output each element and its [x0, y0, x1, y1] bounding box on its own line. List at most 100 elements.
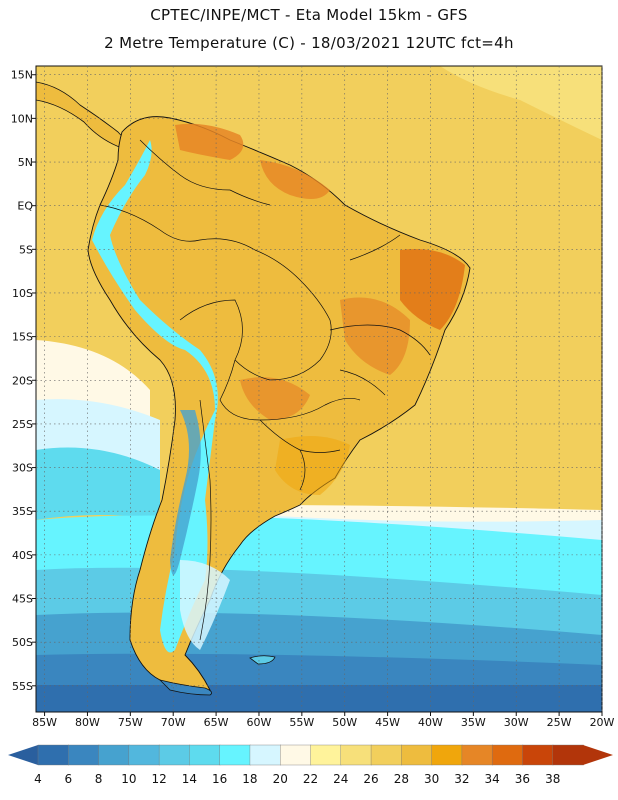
colorbar-low-arrow: [8, 745, 38, 765]
colorbar-label: 26: [363, 772, 378, 786]
colorbar-label: 24: [333, 772, 348, 786]
colorbar-label: 8: [95, 772, 103, 786]
colorbar-segment: [158, 744, 191, 766]
border-brazil-states-central: [329, 324, 431, 356]
border-bolivia-brazil: [234, 249, 332, 381]
lon-tick-label: 70W: [161, 716, 186, 729]
colorbar-segment: [522, 744, 554, 766]
colorbar-segment: [340, 744, 372, 766]
colorbar-label: 16: [212, 772, 227, 786]
lon-tick-label: 40W: [418, 716, 443, 729]
colorbar-segment: [491, 744, 524, 766]
border-peru-bolivia: [179, 299, 243, 361]
lon-tick-label: 20W: [590, 716, 615, 729]
lon-tick-label: 25W: [547, 716, 572, 729]
colorbar-segments: [37, 744, 584, 766]
central-brazil-hot-region: [340, 297, 410, 375]
lon-tick-label: 50W: [332, 716, 357, 729]
colorbar-segment: [401, 744, 433, 766]
tierra-del-fuego: [158, 679, 213, 696]
colorbar-label: 18: [242, 772, 257, 786]
southern-ocean-band-5: [36, 685, 602, 712]
border-brazil-states-north: [349, 234, 401, 261]
lat-tick-label: 15S: [12, 331, 33, 344]
andes-coldest-core: [170, 410, 201, 575]
uruguay-warm-region: [275, 436, 350, 495]
lat-tick-label: 55S: [12, 680, 33, 693]
lon-tick-label: 65W: [204, 716, 229, 729]
colorbar-label: 28: [394, 772, 409, 786]
latitude-labels: 15N 10N 5N EQ 5S 10S 15S 20S 25S 30S 35S 40S 45S 50S 5…: [11, 69, 36, 693]
colorbar-segment: [370, 744, 403, 766]
country-borders: [99, 139, 431, 641]
colorbar-segment: [37, 744, 69, 766]
colorbar-label: 6: [64, 772, 72, 786]
colorbar-segment: [249, 744, 281, 766]
map-title-line1: CPTEC/INPE/MCT - Eta Model 15km - GFS: [150, 6, 468, 24]
colorbar-segment: [98, 744, 130, 766]
lat-tick-label: 45S: [12, 593, 33, 606]
plot-frame: [35, 65, 603, 713]
lon-tick-label: 80W: [75, 716, 100, 729]
lat-tick-label: 5S: [19, 243, 33, 256]
lat-tick-label: 15N: [11, 69, 33, 82]
colorbar-label: 20: [273, 772, 288, 786]
colorbar-label: 34: [485, 772, 500, 786]
colorbar-segment: [219, 744, 251, 766]
lat-tick-label: 40S: [12, 549, 33, 562]
lat-tick-label: EQ: [17, 200, 33, 213]
colorbar-segment: [68, 744, 100, 766]
lat-tick-label: 35S: [12, 505, 33, 518]
paraguay-hot-region: [240, 377, 310, 420]
colorbar-label: 14: [182, 772, 197, 786]
colorbar-label: 38: [545, 772, 560, 786]
border-uruguay: [299, 449, 306, 491]
colorbar-legend: 4 6 8 10 12 14 16 18 20 22 24 26 28 30 32 34 36 38: [8, 744, 613, 786]
border-chile-argentina: [199, 399, 212, 641]
lat-tick-label: 20S: [12, 374, 33, 387]
colorbar-segment: [280, 744, 312, 766]
colorbar-label: 10: [121, 772, 136, 786]
map-title-line2: 2 Metre Temperature (C) - 18/03/2021 12U…: [104, 34, 514, 52]
colorbar-label: 4: [34, 772, 42, 786]
northeast-brazil-hot-region: [400, 249, 465, 330]
ocean-light-warm-region: [440, 66, 602, 140]
colorbar-segment: [552, 744, 584, 766]
colorbar-segment: [128, 744, 160, 766]
colorbar-segment: [189, 744, 221, 766]
lon-tick-label: 85W: [32, 716, 57, 729]
lat-tick-label: 30S: [12, 462, 33, 475]
border-ecuador-peru: [99, 204, 256, 251]
colorbar-segment: [461, 744, 493, 766]
lat-tick-label: 5N: [18, 156, 33, 169]
colorbar-segment: [431, 744, 463, 766]
lon-tick-label: 45W: [375, 716, 400, 729]
venezuela-hot-region: [175, 123, 244, 160]
colorbar-segment: [310, 744, 342, 766]
lat-tick-label: 25S: [12, 418, 33, 431]
lat-tick-label: 50S: [12, 636, 33, 649]
lon-tick-label: 75W: [118, 716, 143, 729]
colorbar-label: 32: [454, 772, 469, 786]
lon-tick-label: 35W: [461, 716, 486, 729]
colorbar-high-arrow: [583, 745, 613, 765]
patagonia-cool-region: [180, 560, 230, 650]
colorbar-label: 12: [151, 772, 166, 786]
border-colombia-venezuela: [139, 139, 271, 206]
colorbar-label: 36: [515, 772, 530, 786]
pacific-cool-band: [36, 399, 160, 470]
lat-tick-label: 10S: [12, 287, 33, 300]
temperature-field: [36, 66, 602, 712]
lon-tick-label: 55W: [289, 716, 314, 729]
lon-tick-label: 30W: [504, 716, 529, 729]
guianas-hot-region: [260, 160, 330, 199]
falkland-islands: [249, 655, 276, 665]
pacific-cooler-band: [36, 447, 160, 520]
colorbar-label: 22: [303, 772, 318, 786]
colorbar-label: 30: [424, 772, 439, 786]
border-brazil-states-south: [339, 369, 386, 396]
longitude-labels: 85W 80W 75W 70W 65W 60W 55W 50W 45W 40W 35W 30W 25W 2…: [32, 712, 615, 729]
lat-tick-label: 10N: [11, 112, 33, 125]
colorbar-labels: 4 6 8 10 12 14 16 18 20 22 24 26 28 30 32 34 36 38: [34, 772, 560, 786]
